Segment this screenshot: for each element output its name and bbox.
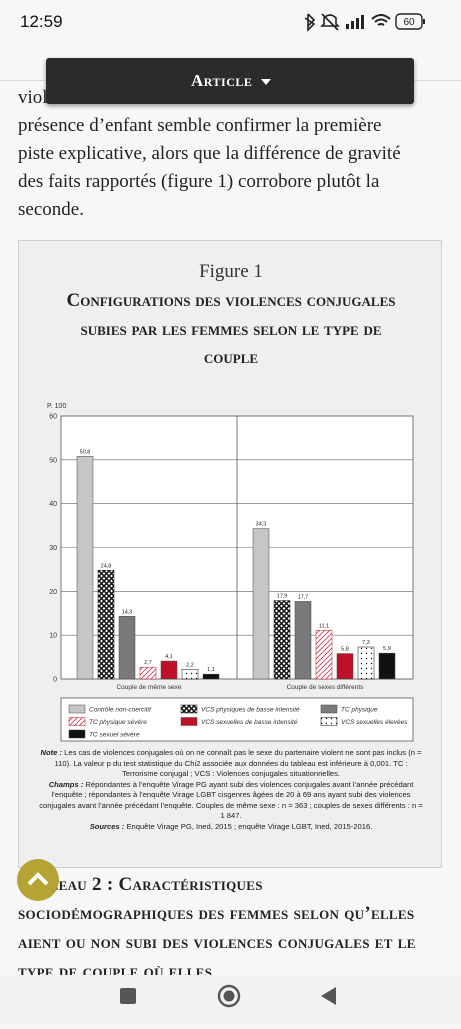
y-tick-label: 30 bbox=[49, 545, 57, 552]
legend-swatch bbox=[320, 704, 338, 714]
value-label: 14,3 bbox=[122, 609, 133, 615]
value-label: 2,2 bbox=[186, 662, 194, 668]
value-label: 2,7 bbox=[144, 660, 152, 666]
value-label: 17,7 bbox=[298, 594, 309, 600]
bar bbox=[294, 601, 312, 680]
battery-level: 60 bbox=[403, 17, 415, 28]
bar bbox=[97, 570, 115, 680]
bar bbox=[202, 673, 220, 680]
legend-swatch bbox=[180, 717, 198, 726]
y-axis-label: P. 100 bbox=[47, 403, 66, 410]
text-line: viol bbox=[18, 87, 48, 108]
navigation-bar bbox=[0, 975, 461, 1024]
clock: 12:59 bbox=[20, 12, 63, 31]
bar bbox=[357, 646, 375, 680]
note: Note : Les cas de violences conjugales o… bbox=[39, 748, 423, 780]
note-label: Note : bbox=[40, 748, 63, 757]
legend-swatch bbox=[180, 704, 198, 714]
figure: Figure 1 Configurations des violences co… bbox=[18, 240, 442, 868]
value-label: 5,8 bbox=[341, 647, 349, 653]
legend-label: TC physique sévère bbox=[89, 719, 147, 726]
figure-notes: Note : Les cas de violences conjugales o… bbox=[39, 748, 423, 832]
recents-button[interactable] bbox=[120, 988, 136, 1004]
home-button[interactable] bbox=[217, 984, 241, 1008]
value-label: 7,3 bbox=[362, 640, 370, 646]
bar bbox=[273, 600, 291, 680]
y-tick-label: 50 bbox=[49, 457, 57, 464]
note: Sources : Enquête Virage PG, Ined, 2015 … bbox=[39, 822, 423, 833]
bar bbox=[181, 669, 199, 680]
note-text: Répondantes à l’enquête Virage PG ayant … bbox=[39, 779, 423, 821]
figure-title: Configurations des violences conjugales … bbox=[66, 290, 396, 368]
legend-label: Contrôle non-coercitif bbox=[89, 707, 152, 714]
value-label: 34,3 bbox=[256, 522, 267, 528]
article-menu[interactable]: Article bbox=[46, 58, 414, 104]
figure-label: Figure 1 bbox=[199, 261, 263, 282]
nav-icons bbox=[120, 984, 336, 1008]
bar bbox=[160, 660, 178, 680]
chevron-icon bbox=[27, 872, 49, 886]
note-label: Champs : bbox=[48, 779, 84, 789]
legend-swatch bbox=[68, 729, 86, 739]
text-line: des faits rapportés (figure 1) corrobore… bbox=[18, 171, 380, 192]
bar bbox=[315, 630, 333, 680]
legend-label: VCS sexuelles élevées bbox=[341, 719, 408, 726]
y-tick-label: 20 bbox=[49, 589, 57, 596]
legend-swatch bbox=[68, 704, 86, 714]
value-label: 17,9 bbox=[277, 594, 288, 600]
home-dot bbox=[223, 990, 235, 1002]
value-label: 50,8 bbox=[80, 449, 91, 455]
value-label: 24,8 bbox=[101, 563, 112, 569]
chart: P. 100 0 10 20 30 40 50 60 Couple de même sexe 5… bbox=[47, 403, 414, 742]
note-label: Sources : bbox=[89, 821, 125, 831]
note-text: Enquête Virage PG, Ined, 2015 ; enquête … bbox=[126, 821, 373, 831]
y-tick-label: 60 bbox=[49, 414, 57, 421]
value-label: 11,1 bbox=[319, 623, 329, 629]
text-line: présence d’enfant semble confirmer la pr… bbox=[18, 115, 382, 136]
bar bbox=[118, 616, 136, 680]
y-tick-label: 10 bbox=[49, 633, 57, 640]
x-tick-label: Couple de même sexe bbox=[116, 684, 181, 691]
bar bbox=[378, 652, 396, 680]
value-label: 1,1 bbox=[207, 667, 215, 673]
note-text: Les cas de violences conjugales où on ne… bbox=[54, 748, 422, 778]
bar bbox=[76, 456, 94, 680]
paragraph: viol présence d’enfant semble confirmer … bbox=[18, 84, 438, 224]
bar bbox=[336, 653, 354, 680]
status-bar: 12:59 60 bbox=[0, 0, 461, 44]
legend-box bbox=[60, 697, 414, 742]
text-line: piste explicative, alors que la différen… bbox=[18, 143, 401, 164]
y-tick-label: 0 bbox=[53, 677, 57, 684]
bar bbox=[252, 528, 270, 680]
legend-label: TC physique bbox=[341, 707, 378, 714]
value-label: 5,9 bbox=[383, 646, 391, 652]
caret bbox=[261, 79, 271, 85]
menu-label[interactable]: Article bbox=[191, 71, 253, 90]
legend-swatch bbox=[68, 717, 86, 726]
text-line: seconde. bbox=[18, 199, 84, 220]
legend-swatch bbox=[320, 717, 338, 726]
status-icons: 60 bbox=[304, 13, 425, 32]
value-label: 4,1 bbox=[165, 654, 173, 660]
y-tick-label: 40 bbox=[49, 501, 57, 508]
legend-label: TC sexuel sévère bbox=[89, 732, 140, 739]
note: Champs : Répondantes à l’enquête Virage … bbox=[39, 780, 423, 822]
bar bbox=[139, 666, 157, 680]
back-button[interactable] bbox=[321, 987, 336, 1005]
scroll-top-button[interactable] bbox=[17, 859, 59, 901]
legend-label: VCS physiques de basse intensité bbox=[201, 707, 300, 714]
x-tick-label: Couple de sexes différents bbox=[287, 684, 365, 691]
legend-label: VCS sexuelles de basse intensité bbox=[201, 719, 298, 726]
section-heading: Tableau 2 : Caractéristiques sociodémogr… bbox=[18, 874, 416, 978]
